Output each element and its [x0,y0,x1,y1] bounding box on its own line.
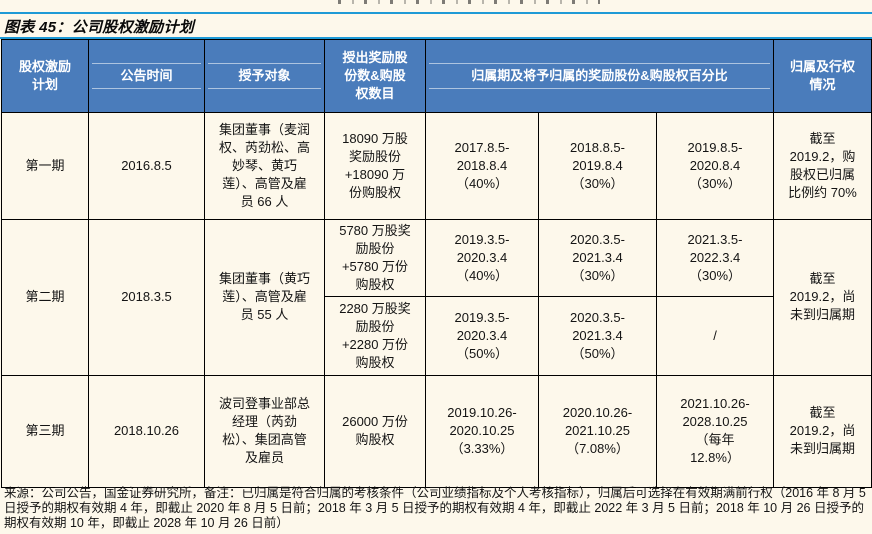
phase3-status: 截至 2019.2，尚 未到归属期 [773,374,872,488]
phase3-grant: 26000 万份 购股权 [324,374,426,488]
phase3-grantee: 波司登事业部总 经理（芮劲 松）、集团高管 及雇员 [204,374,325,488]
phase2-award-vest3: 2021.3.5- 2022.3.4 （30%） [656,219,774,297]
phase2-award-grant: 5780 万股奖 励股份 +5780 万份 购股权 [324,219,426,297]
phase3-vest3: 2021.10.26- 2028.10.25 （每年 12.8%） [656,374,774,488]
header-grantee-label: 授予对象 [208,63,321,89]
phase2-option-grant: 2280 万股奖 励股份 +2280 万份 购股权 [324,295,426,376]
header-grantee: 授予对象 [204,39,325,113]
header-announce-date: 公告时间 [88,39,205,113]
phase1-plan: 第一期 [1,112,89,220]
table-row-phase1: 第一期 2016.8.5 集团董事（麦润 权、芮劲松、高 妙琴、黄巧 莲）、高管… [1,112,872,220]
equity-incentive-table: 股权激励 计划 公告时间 授予对象 授出奖励股 份数&购股 权数目 归属期及将予… [1,39,872,488]
top-accent-line [0,12,872,14]
phase1-grantee: 集团董事（麦润 权、芮劲松、高 妙琴、黄巧 莲）、高管及雇 员 66 人 [204,112,325,220]
phase2-date: 2018.3.5 [88,219,205,376]
cropped-text-fragment [338,0,600,4]
table-header-row: 股权激励 计划 公告时间 授予对象 授出奖励股 份数&购股 权数目 归属期及将予… [1,39,872,113]
table-row-phase2-award: 第二期 2018.3.5 集团董事（黄巧 莲）、高管及雇 员 55 人 5780… [1,219,872,376]
header-vesting: 归属期及将予归属的奖励股份&购股权百分比 [425,39,774,113]
phase3-vest1: 2019.10.26- 2020.10.25 （3.33%） [425,374,539,488]
phase3-date: 2018.10.26 [88,374,205,488]
source-note: 来源：公司公告，国金证券研究所，备注：已归属是符合归属的考核条件（公司业绩指标及… [4,486,866,530]
phase2-award-vest1: 2019.3.5- 2020.3.4 （40%） [425,219,539,297]
header-plan: 股权激励 计划 [1,39,89,113]
phase1-vest1: 2017.8.5- 2018.8.4 （40%） [425,112,539,220]
phase1-grant: 18090 万股 奖励股份 +18090 万 份购股权 [324,112,426,220]
header-grant-amount: 授出奖励股 份数&购股 权数目 [324,39,426,113]
phase2-option-vest2: 2020.3.5- 2021.3.4 （50%） [538,295,657,376]
phase3-vest2: 2020.10.26- 2021.10.25 （7.08%） [538,374,657,488]
phase3-plan: 第三期 [1,374,89,488]
phase1-vest2: 2018.8.5- 2019.8.4 （30%） [538,112,657,220]
header-vesting-label: 归属期及将予归属的奖励股份&购股权百分比 [429,63,770,89]
phase2-plan: 第二期 [1,219,89,376]
phase2-award-vest2: 2020.3.5- 2021.3.4 （30%） [538,219,657,297]
phase1-vest3: 2019.8.5- 2020.8.4 （30%） [656,112,774,220]
phase2-option-vest3: / [656,295,774,376]
table-top-accent-line [0,37,872,39]
phase1-date: 2016.8.5 [88,112,205,220]
header-announce-date-label: 公告时间 [92,63,201,89]
phase2-grantee: 集团董事（黄巧 莲）、高管及雇 员 55 人 [204,219,325,376]
figure-title: 图表 45：公司股权激励计划 [4,19,195,36]
table-row-phase2-option: 2280 万股奖 励股份 +2280 万份 购股权 2019.3.5- 2020… [2,295,872,376]
table-row-phase3: 第三期 2018.10.26 波司登事业部总 经理（芮劲 松）、集团高管 及雇员… [1,374,872,488]
phase1-status: 截至 2019.2，购 股权已归属 比例约 70% [773,112,872,220]
phase2-status: 截至 2019.2，尚 未到归属期 [773,219,872,376]
phase2-option-vest1: 2019.3.5- 2020.3.4 （50%） [425,295,539,376]
header-status: 归属及行权 情况 [773,39,872,113]
